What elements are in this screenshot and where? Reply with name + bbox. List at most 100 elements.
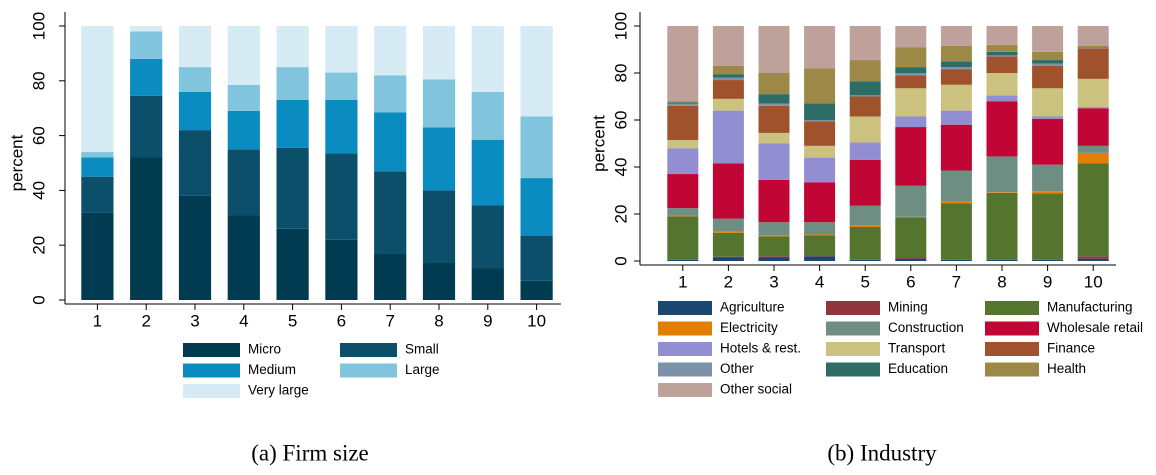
bar-segment [940, 61, 972, 68]
legend-swatch [985, 301, 1039, 315]
bar-segment [712, 231, 744, 233]
bar-segment [1032, 191, 1064, 194]
legend-label: Agriculture [720, 300, 785, 315]
bar-segment [758, 143, 790, 180]
bar-segment [986, 95, 1018, 102]
bar-segment [849, 96, 881, 117]
bar-segment [422, 263, 456, 300]
bar-segment [758, 103, 790, 106]
x-tick-label: 4 [239, 311, 248, 330]
bar-segment [986, 192, 1018, 193]
bar-segment [276, 147, 309, 229]
legend-label: Small [405, 342, 439, 357]
bar-segment [276, 67, 309, 100]
bar-segment [849, 81, 881, 96]
bar-segment [227, 110, 260, 150]
bar-segment [712, 98, 744, 111]
bar-segment [758, 257, 790, 261]
bar-segment [325, 99, 358, 154]
legend-swatch [658, 321, 712, 336]
bar-segment [986, 259, 1018, 260]
bar-segment [1077, 256, 1109, 259]
bar-segment [804, 103, 836, 120]
bar-segment [520, 116, 553, 179]
legend-swatch [658, 342, 712, 356]
bar-segment [940, 124, 972, 171]
x-tick-label: 5 [288, 311, 297, 330]
bar-segment [1077, 152, 1109, 164]
bar-segment [849, 205, 881, 226]
bar-segment [667, 148, 699, 175]
bar-segment [178, 195, 212, 300]
bar-segment [227, 149, 260, 216]
legend-label: Health [1047, 361, 1086, 376]
bar-segment [81, 157, 114, 177]
bar-segment [471, 26, 504, 92]
x-tick-label: 10 [527, 311, 546, 330]
bar-segment [81, 26, 114, 153]
bar-segment [1032, 63, 1064, 66]
caption: (a) Firm size [251, 440, 369, 465]
bar-segment [895, 47, 927, 68]
legend-label: Electricity [720, 320, 778, 335]
x-tick-label: 8 [997, 272, 1006, 291]
bar-segment [940, 69, 972, 85]
y-tick-label: 80 [29, 71, 48, 90]
legend-label: Wholesale retail [1047, 320, 1143, 335]
bar-segment [667, 103, 699, 106]
bar-segment [422, 79, 456, 128]
y-tick-label: 60 [611, 111, 630, 130]
legend-swatch [658, 301, 712, 315]
bar-segment [758, 222, 790, 236]
legend-label: Other [720, 361, 754, 376]
bar-segment [804, 182, 836, 223]
bar-segment [1077, 258, 1109, 261]
legend-swatch [985, 342, 1039, 356]
bar-segment [986, 26, 1018, 45]
bar-segment [81, 176, 114, 213]
bar-segment [940, 259, 972, 261]
x-tick-label: 1 [93, 311, 102, 330]
x-tick-label: 7 [385, 311, 394, 330]
bar-segment [712, 218, 744, 232]
bar-segment [422, 26, 456, 80]
bar-segment [849, 159, 881, 206]
bar-segment [712, 77, 744, 81]
legend-label: Other social [720, 382, 792, 397]
bar-segment [712, 163, 744, 219]
bar-segment [758, 132, 790, 144]
bar-segment [1077, 45, 1109, 48]
bar-segment [804, 68, 836, 104]
legend-label: Medium [248, 362, 296, 377]
bar-segment [374, 112, 407, 172]
bar-segment [940, 170, 972, 202]
bar-segment [940, 67, 972, 70]
bar-segment [1032, 193, 1064, 260]
y-tick-label: 80 [611, 64, 630, 83]
bar-segment [849, 95, 881, 97]
legend-label: Education [888, 361, 948, 376]
bar-segment [758, 73, 790, 95]
legend-swatch [985, 321, 1039, 336]
bar-segment [940, 203, 972, 260]
bar-segment [804, 145, 836, 158]
x-tick-label: 3 [769, 272, 778, 291]
bar-segment [130, 58, 163, 96]
bar-segment [422, 127, 456, 191]
bar-segment [940, 110, 972, 125]
bar-segment [895, 88, 927, 117]
y-tick-label: 100 [29, 12, 48, 40]
bar-segment [758, 179, 790, 223]
bar-segment [804, 235, 836, 256]
bar-segment [895, 258, 927, 261]
bar-segment [1077, 26, 1109, 46]
bar-segment [130, 95, 163, 158]
bar-segment [804, 222, 836, 235]
legend-label: Large [405, 362, 440, 377]
legend-label: Very large [248, 383, 309, 398]
bar-segment [325, 239, 358, 300]
bar-segment [804, 121, 836, 146]
y-tick-label: 40 [611, 158, 630, 177]
legend-swatch [183, 343, 240, 357]
bar-segment [374, 171, 407, 254]
